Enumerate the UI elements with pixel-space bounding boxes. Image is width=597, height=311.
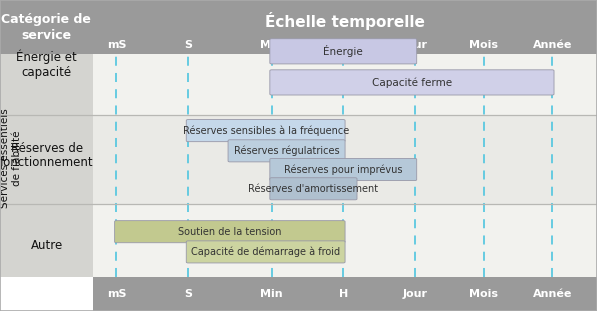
Text: Année: Année	[533, 289, 572, 299]
Text: Soutien de la tension: Soutien de la tension	[178, 227, 282, 237]
FancyBboxPatch shape	[270, 39, 417, 64]
FancyBboxPatch shape	[186, 241, 345, 263]
Text: H: H	[338, 39, 348, 50]
Text: Réserves pour imprévus: Réserves pour imprévus	[284, 164, 402, 175]
Text: Réserves d'amortissement: Réserves d'amortissement	[248, 184, 378, 194]
Text: Min: Min	[260, 39, 283, 50]
FancyBboxPatch shape	[115, 221, 345, 243]
Text: Réserves sensibles à la fréquence: Réserves sensibles à la fréquence	[183, 125, 349, 136]
Text: Réserves de
fonctionnement: Réserves de fonctionnement	[0, 142, 93, 169]
Text: Jour: Jour	[402, 289, 427, 299]
Text: mS: mS	[107, 289, 126, 299]
Text: Capacité ferme: Capacité ferme	[372, 77, 452, 88]
Text: S: S	[184, 39, 192, 50]
Text: Capacité de démarrage à froid: Capacité de démarrage à froid	[191, 247, 340, 257]
Text: H: H	[338, 289, 348, 299]
Bar	[93, 277, 597, 311]
Bar	[0, 54, 93, 277]
Bar	[93, 204, 597, 277]
Text: mS: mS	[107, 39, 126, 50]
Bar	[93, 115, 597, 204]
Text: Échelle temporelle: Échelle temporelle	[265, 12, 424, 30]
Text: Catégorie de
service: Catégorie de service	[1, 13, 91, 42]
Bar	[93, 54, 597, 115]
FancyBboxPatch shape	[270, 178, 357, 200]
Text: Services essentiels
de fiabilité: Services essentiels de fiabilité	[0, 109, 21, 208]
Text: Min: Min	[260, 289, 283, 299]
Text: Autre: Autre	[30, 239, 63, 252]
FancyBboxPatch shape	[270, 70, 554, 95]
Text: Mois: Mois	[469, 39, 498, 50]
Text: Énergie: Énergie	[324, 45, 363, 57]
Text: S: S	[184, 289, 192, 299]
Text: Énergie et
capacité: Énergie et capacité	[16, 49, 77, 78]
Text: Année: Année	[533, 39, 572, 50]
Bar	[0, 0, 597, 54]
FancyBboxPatch shape	[270, 159, 417, 180]
FancyBboxPatch shape	[228, 140, 345, 162]
FancyBboxPatch shape	[186, 120, 345, 142]
Text: Mois: Mois	[469, 289, 498, 299]
Text: Jour: Jour	[402, 39, 427, 50]
Text: Réserves régulatrices: Réserves régulatrices	[234, 146, 339, 156]
